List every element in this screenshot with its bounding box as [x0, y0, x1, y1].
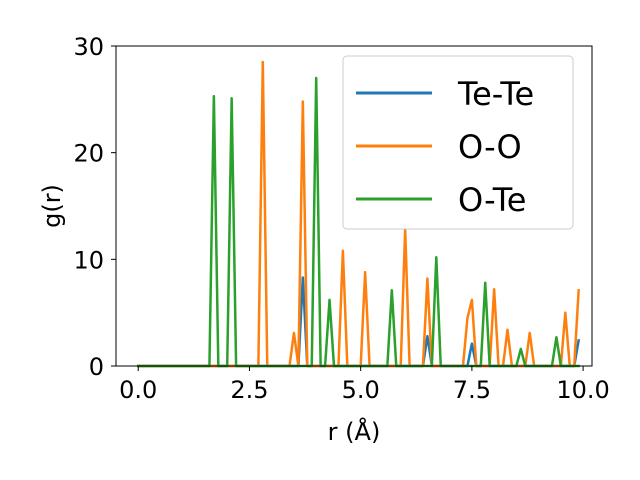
- x-tick-label: 0.0: [119, 376, 157, 404]
- x-tick-label: 10.0: [556, 376, 609, 404]
- plot-frame: [115, 45, 593, 367]
- x-axis: 0.0 2.5 5.0 7.5 10.0: [119, 366, 610, 404]
- legend-box: [342, 55, 574, 230]
- series-line-o-te: [136, 76, 580, 368]
- legend-label-te-te: Te-Te: [457, 75, 534, 113]
- y-axis: 0 10 20 30: [73, 33, 116, 381]
- x-tick-label: 2.5: [230, 376, 268, 404]
- legend-label-o-te: O-Te: [458, 181, 526, 219]
- series-line-o-o: [136, 60, 580, 368]
- x-axis-label: r (Å): [328, 417, 381, 446]
- legend: Te-Te O-O O-Te: [342, 55, 574, 230]
- x-tick-label: 7.5: [453, 376, 491, 404]
- y-tick-label: 10: [73, 246, 104, 274]
- y-axis-label: g(r): [38, 184, 66, 228]
- y-tick-label: 0: [89, 353, 104, 381]
- x-tick-label: 5.0: [342, 376, 380, 404]
- y-tick-label: 30: [73, 33, 104, 61]
- legend-label-o-o: O-O: [458, 128, 522, 166]
- y-tick-label: 20: [73, 140, 104, 168]
